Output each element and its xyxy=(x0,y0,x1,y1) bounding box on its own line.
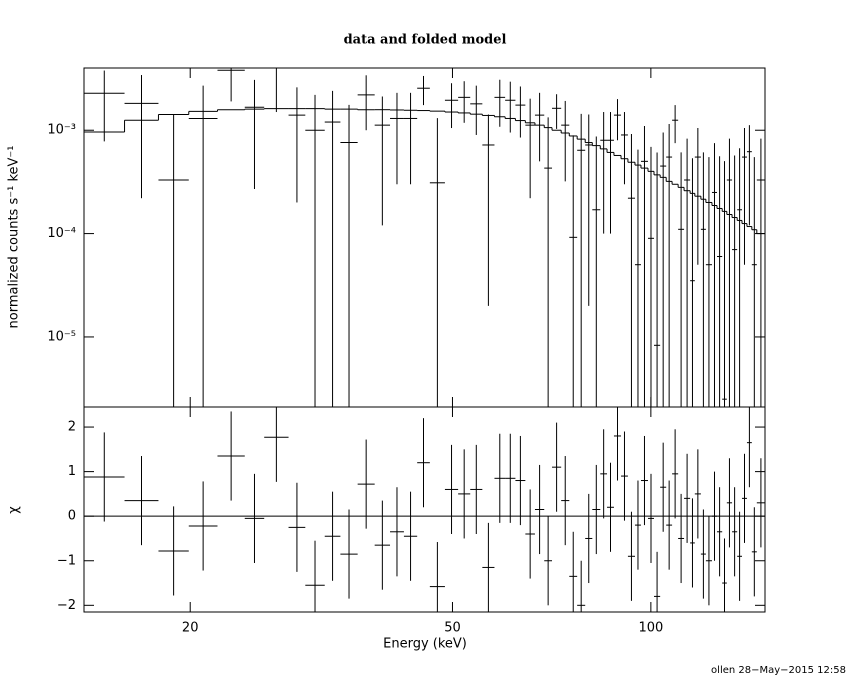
y-tick-label: 0 xyxy=(68,509,76,524)
x-tick-label: 50 xyxy=(444,621,461,636)
y-tick-label: −2 xyxy=(57,598,76,613)
top-plot xyxy=(84,68,765,407)
y-axis-label: normalized counts s⁻¹ keV⁻¹ xyxy=(7,146,22,329)
chart-title: data and folded model xyxy=(344,33,507,48)
y-tick-label: 1 xyxy=(68,464,76,479)
x-tick-label: 100 xyxy=(638,621,663,636)
residual-plot xyxy=(84,407,765,612)
footer: ollen 28−May−2015 12:58 xyxy=(711,665,846,676)
y-axis-label: χ xyxy=(7,506,22,514)
plot-frame xyxy=(83,406,766,613)
y-tick-label: 10⁻³ xyxy=(47,123,76,138)
y-tick-label: −1 xyxy=(57,553,76,568)
y-tick-label: 10⁻⁵ xyxy=(47,329,76,344)
x-axis-label: Energy (keV) xyxy=(383,637,467,652)
y-tick-label: 2 xyxy=(68,420,76,435)
y-tick-label: 10⁻⁴ xyxy=(47,226,76,241)
axes: 10⁻⁵ 10⁻⁴ 10⁻³ −2 −1 0 1 2 20 50 100 xyxy=(47,68,765,636)
x-tick-label: 20 xyxy=(182,621,199,636)
